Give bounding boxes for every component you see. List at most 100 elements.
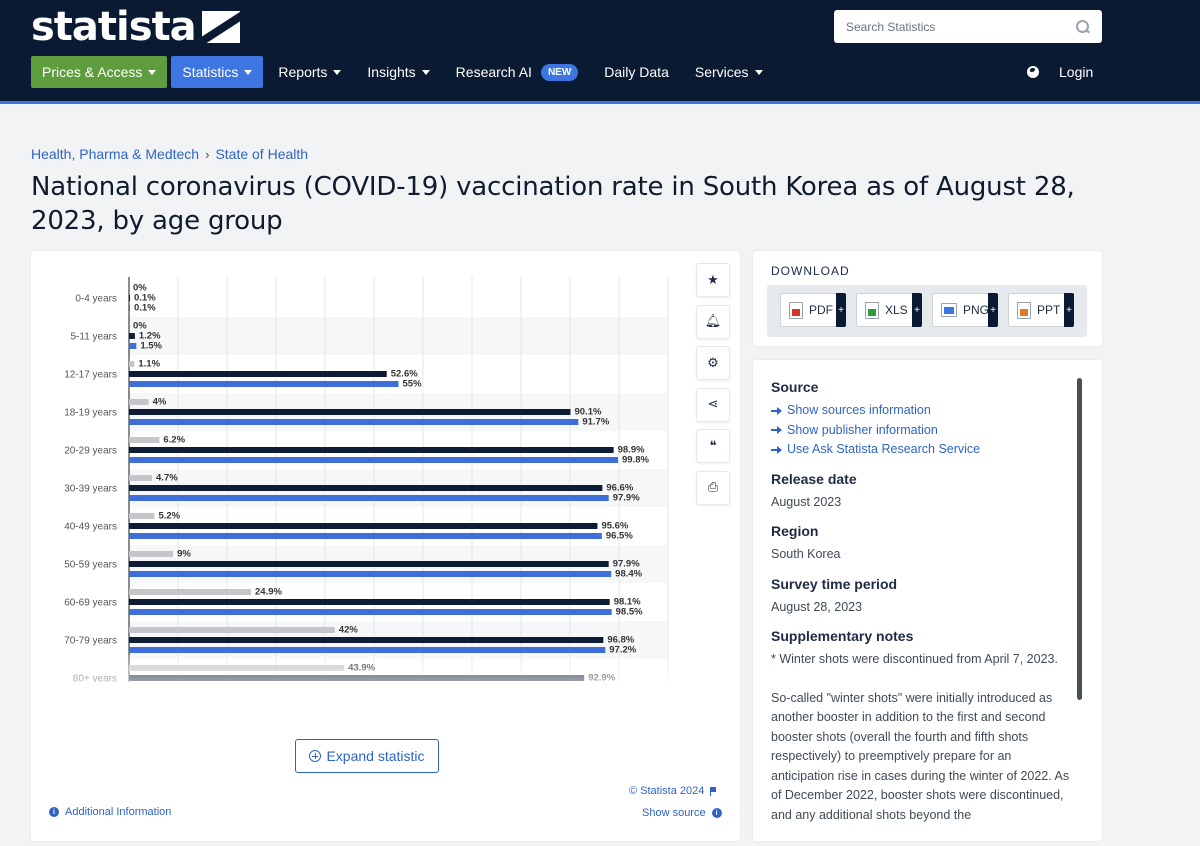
download-label: XLS xyxy=(885,303,908,317)
nav-services[interactable]: Services xyxy=(684,56,774,88)
region-value: South Korea xyxy=(771,547,841,561)
quote-icon: ❝ xyxy=(709,438,717,454)
search-icon[interactable] xyxy=(1076,19,1090,34)
show-source-text: Show source xyxy=(642,807,706,819)
cite-button[interactable]: ❝ xyxy=(696,429,730,463)
data-label: 1.1% xyxy=(138,359,160,370)
favorite-button[interactable]: ★ xyxy=(696,263,730,297)
data-label: 97.2% xyxy=(609,645,636,656)
expand-label: Expand statistic xyxy=(326,748,425,764)
info-scrollbar[interactable] xyxy=(1077,378,1082,700)
nav-statistics[interactable]: Statistics xyxy=(171,56,264,88)
arrow-right-icon xyxy=(771,406,782,415)
category-label: 50-59 years xyxy=(64,560,117,571)
nav-daily-data[interactable]: Daily Data xyxy=(593,56,680,88)
row-band xyxy=(129,317,668,355)
download-buttons: PDF + XLS + PNG + PPT + xyxy=(767,285,1087,337)
pdf-file-icon xyxy=(789,301,803,319)
bar xyxy=(129,295,130,301)
link-text: Show publisher information xyxy=(787,422,938,437)
download-xls-button[interactable]: XLS + xyxy=(856,293,922,327)
search-input[interactable] xyxy=(846,19,1076,34)
nav-label: Research AI xyxy=(455,64,532,80)
bar xyxy=(129,571,612,577)
download-label: PNG xyxy=(963,303,990,317)
category-label: 40-49 years xyxy=(64,522,117,533)
bar xyxy=(129,361,135,367)
data-label: 96.6% xyxy=(606,483,633,494)
logo-text: statista xyxy=(31,4,197,50)
info-icon: i xyxy=(49,807,59,817)
plus-icon[interactable]: + xyxy=(836,293,846,327)
bar xyxy=(129,599,610,605)
bar xyxy=(129,437,160,443)
data-label: 97.9% xyxy=(613,493,640,504)
category-label: 30-39 years xyxy=(64,484,117,495)
nav-reports[interactable]: Reports xyxy=(267,56,352,88)
nav-insights[interactable]: Insights xyxy=(356,56,440,88)
bar xyxy=(129,475,153,481)
bar xyxy=(129,399,149,405)
link-text: Use Ask Statista Research Service xyxy=(787,442,981,456)
data-label: 91.7% xyxy=(582,417,609,428)
statista-logo[interactable]: statista xyxy=(31,4,240,50)
copyright-link[interactable]: © Statista 2024 xyxy=(629,785,717,797)
data-label: 42% xyxy=(339,625,359,636)
arrow-right-icon xyxy=(771,445,782,454)
bar xyxy=(129,305,130,311)
print-button[interactable]: ⎙ xyxy=(696,470,730,505)
bar xyxy=(129,419,579,425)
show-publisher-link[interactable]: Show publisher information xyxy=(771,421,1071,441)
release-date-value: August 2023 xyxy=(771,494,842,509)
login-link[interactable]: Login xyxy=(1059,64,1094,80)
expand-statistic-button[interactable]: Expand statistic xyxy=(295,739,439,773)
nav-label: Services xyxy=(694,64,749,80)
download-label: PDF xyxy=(809,303,833,317)
data-label: 0.1% xyxy=(134,293,156,304)
bar xyxy=(129,513,155,519)
statistic-info-card xyxy=(753,360,1102,841)
settings-button[interactable]: ⚙ xyxy=(696,346,730,380)
nav-label: Daily Data xyxy=(604,64,669,80)
data-label: 9% xyxy=(177,549,191,560)
show-source-link[interactable]: Show source i xyxy=(642,807,722,819)
bar xyxy=(129,523,598,529)
nav-label: Statistics xyxy=(182,64,239,80)
breadcrumb-item[interactable]: State of Health xyxy=(215,146,309,162)
data-label: 97.9% xyxy=(613,559,640,570)
data-label: 98.5% xyxy=(616,607,643,618)
notify-button[interactable]: 🔔︎ xyxy=(696,304,730,339)
breadcrumb-separator-icon: › xyxy=(205,146,210,162)
plus-icon[interactable]: + xyxy=(912,293,922,327)
bar xyxy=(129,447,614,453)
download-ppt-button[interactable]: PPT + xyxy=(1008,293,1074,327)
download-pdf-button[interactable]: PDF + xyxy=(780,293,846,327)
ask-statista-link[interactable]: Use Ask Statista Research Service xyxy=(771,440,1071,460)
data-label: 4% xyxy=(153,397,167,408)
nav-research-ai[interactable]: Research AI NEW xyxy=(445,56,590,88)
breadcrumb-item[interactable]: Health, Pharma & Medtech xyxy=(31,146,200,162)
bar xyxy=(129,551,174,557)
bar xyxy=(129,343,137,349)
nav-prices-access[interactable]: Prices & Access xyxy=(31,56,168,88)
source-section: Source Show sources information Show pub… xyxy=(771,379,1071,460)
plus-icon[interactable]: + xyxy=(988,293,998,327)
search-box[interactable] xyxy=(834,10,1102,43)
png-image-icon xyxy=(941,303,957,317)
main-navigation: Prices & Access Statistics Reports Insig… xyxy=(31,56,778,88)
download-png-button[interactable]: PNG + xyxy=(932,293,998,327)
new-badge: NEW xyxy=(540,63,579,81)
globe-icon[interactable] xyxy=(1027,66,1039,78)
show-sources-link[interactable]: Show sources information xyxy=(771,401,1071,421)
plus-icon[interactable]: + xyxy=(1064,293,1074,327)
star-icon: ★ xyxy=(707,272,719,288)
additional-info-text: Additional Information xyxy=(65,806,172,818)
category-label: 70-79 years xyxy=(64,636,117,647)
data-label: 1.5% xyxy=(140,341,162,352)
share-button[interactable]: ⋖ xyxy=(696,387,730,422)
data-label: 98.1% xyxy=(614,597,641,608)
download-label: PPT xyxy=(1037,303,1061,317)
additional-information-link[interactable]: i Additional Information xyxy=(49,806,171,818)
data-label: 6.2% xyxy=(163,435,185,446)
